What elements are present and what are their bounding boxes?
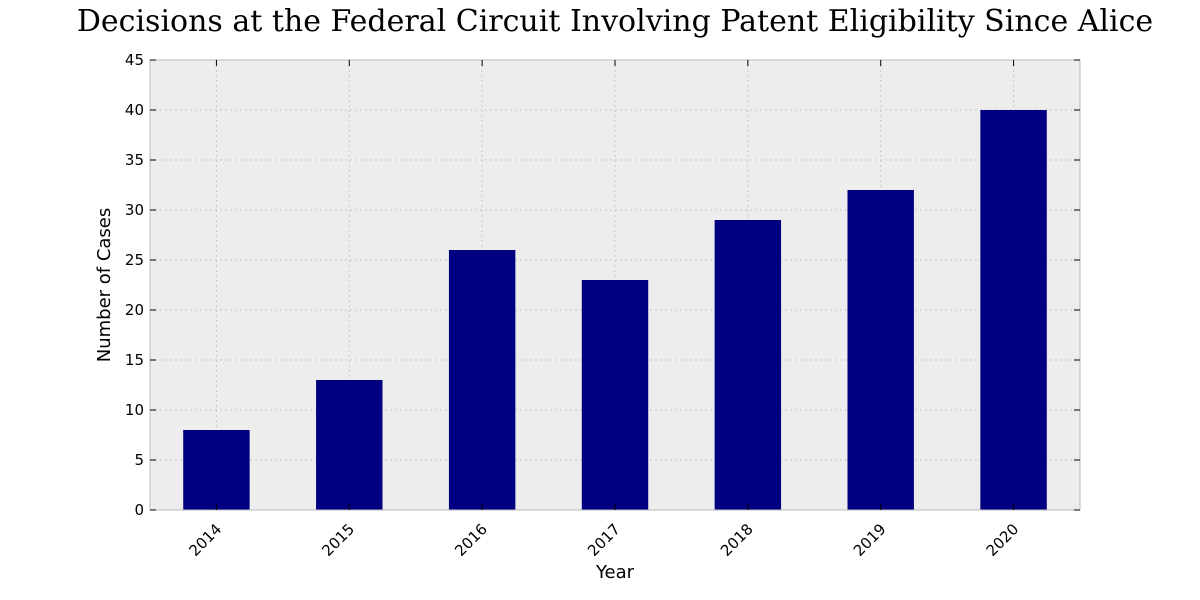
y-tick-label: 0	[134, 501, 144, 519]
y-tick-label: 20	[125, 301, 144, 319]
x-tick-label: 2017	[584, 520, 624, 560]
bar-2015	[316, 380, 383, 510]
chart-title: Decisions at the Federal Circuit Involvi…	[77, 4, 1153, 39]
y-tick-label: 30	[125, 201, 144, 219]
x-tick-label: 2018	[717, 520, 757, 560]
x-tick-label: 2020	[983, 520, 1023, 560]
y-tick-label: 40	[125, 101, 144, 119]
y-tick-labels: 0 5 10 15 20 25 30 35 40 45	[125, 51, 144, 519]
y-tick-label: 25	[125, 251, 144, 269]
y-tick-label: 35	[125, 151, 144, 169]
axis-ticks	[150, 59, 1080, 511]
y-tick-label: 45	[125, 51, 144, 69]
y-tick-label: 15	[125, 351, 144, 369]
y-axis-label: Number of Cases	[94, 208, 115, 363]
bar-2017	[581, 280, 649, 510]
bar-2014	[183, 430, 250, 510]
x-tick-label: 2016	[451, 520, 491, 560]
x-axis-label: Year	[595, 562, 635, 583]
x-tick-label: 2014	[186, 520, 226, 560]
bar-2016	[448, 250, 516, 510]
y-tick-label: 5	[134, 451, 144, 469]
bar-2018	[714, 220, 782, 510]
x-tick-label: 2015	[318, 520, 358, 560]
y-tick-label: 10	[125, 401, 144, 419]
x-tick-label: 2019	[850, 520, 890, 560]
x-tick-labels: 2014 2015 2016 2017 2018 2019 2020	[186, 520, 1023, 560]
bars	[183, 110, 1047, 510]
bar-2019	[847, 190, 914, 510]
bar-2020	[980, 110, 1047, 510]
